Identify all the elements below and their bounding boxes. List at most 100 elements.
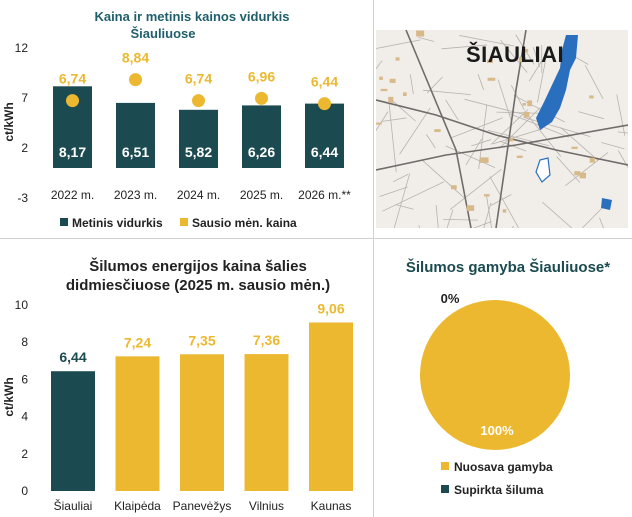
map-street <box>565 152 609 186</box>
map-street <box>532 46 540 68</box>
chart3-legend: Nuosava gamyba Supirkta šiluma <box>441 460 553 497</box>
map-building <box>589 157 595 163</box>
map-building <box>524 48 529 53</box>
map-building <box>376 122 382 125</box>
bar-value-label: 6,26 <box>248 144 275 160</box>
bar <box>305 103 344 168</box>
pie-label-supirkta: 0% <box>441 291 460 306</box>
chart1-y-axis-label: ct/kWh <box>2 102 16 141</box>
price-point <box>255 91 268 105</box>
map-street <box>490 109 529 145</box>
chart2-title-line2: didmiesčiuose (2025 m. sausio mėn.) <box>66 277 330 294</box>
map-street <box>393 173 409 183</box>
map-street <box>446 209 454 228</box>
x-tick-label: 2023 m. <box>114 188 157 202</box>
map-title: ŠIAULIAI <box>466 42 565 67</box>
map-street <box>449 168 502 210</box>
map-street <box>498 107 541 149</box>
map-building <box>589 95 594 99</box>
map-building <box>434 129 441 133</box>
bar <box>179 109 218 168</box>
map-building <box>450 185 457 190</box>
x-tick-label: Šiauliai <box>54 498 93 513</box>
map-street <box>487 129 550 147</box>
map-street <box>376 60 383 70</box>
map-street <box>418 37 435 42</box>
city-price-chart: Šilumos energijos kaina šalies didmiesči… <box>2 257 353 513</box>
map-street <box>492 128 543 145</box>
legend-swatch-metinis <box>60 218 68 226</box>
map-building <box>416 30 425 37</box>
map-building <box>403 92 407 96</box>
point-value-label: 8,84 <box>122 50 149 66</box>
y-tick-label: 8 <box>21 335 28 349</box>
map-street <box>578 111 604 120</box>
map-street <box>435 205 439 228</box>
x-tick-label: Vilnius <box>249 499 284 513</box>
map-street <box>617 131 628 134</box>
map-street <box>376 111 389 132</box>
x-tick-label: 2024 m. <box>177 188 220 202</box>
bar-value-label: 6,44 <box>59 349 86 365</box>
bar-value-label: 6,44 <box>311 144 338 160</box>
price-point <box>66 94 79 108</box>
map-street <box>409 74 414 95</box>
pie-label-nuosava: 100% <box>480 423 514 438</box>
map-building <box>483 194 490 197</box>
y-tick-label: 0 <box>21 484 28 498</box>
vertical-divider <box>373 0 374 517</box>
x-tick-label: Klaipėda <box>114 499 161 513</box>
bar <box>309 322 353 491</box>
map-street <box>426 76 443 94</box>
map-building <box>518 57 527 63</box>
map-street <box>490 194 512 206</box>
x-tick-label: Kaunas <box>311 499 352 513</box>
map-street <box>376 39 421 49</box>
point-value-label: 6,74 <box>59 71 86 87</box>
point-value-label: 6,96 <box>248 68 275 84</box>
bar <box>242 105 281 168</box>
legend-swatch-supirkta <box>441 485 449 493</box>
pond-shape <box>535 157 551 183</box>
city-map <box>376 30 628 228</box>
map-building <box>571 146 578 149</box>
pie-slice-nuosava <box>420 300 570 450</box>
map-building <box>574 171 581 176</box>
chart2-title-line1: Šilumos energijos kaina šalies <box>89 257 307 275</box>
bar <box>244 354 289 491</box>
map-street <box>500 40 528 73</box>
legend-label-supirkta: Supirkta šiluma <box>454 483 544 497</box>
map-street <box>393 173 411 228</box>
x-tick-label: 2026 m.** <box>298 188 351 202</box>
map-building <box>522 103 526 106</box>
map-street <box>451 117 503 139</box>
map-street <box>537 61 546 103</box>
map-street <box>422 159 465 198</box>
yearly-price-chart: Kaina ir metinis kainos vidurkis Šiauliu… <box>2 9 351 230</box>
map-building <box>388 96 394 103</box>
bar <box>180 354 224 491</box>
map-street <box>560 127 599 161</box>
x-tick-label: Panevėžys <box>173 499 232 513</box>
map-street <box>584 65 604 99</box>
map-building <box>379 76 383 80</box>
map-street <box>459 35 515 47</box>
y-tick-label: 6 <box>21 372 28 386</box>
horizontal-divider <box>0 238 632 239</box>
map-building <box>479 157 489 163</box>
map-street <box>382 181 445 212</box>
map-street <box>441 44 487 50</box>
bar-value-label: 5,82 <box>185 144 212 160</box>
map-street <box>379 186 408 197</box>
map-building <box>516 155 523 158</box>
small-pond-shape <box>601 198 612 210</box>
y-tick-label: -3 <box>17 191 28 205</box>
map-street <box>426 134 436 149</box>
point-value-label: 6,74 <box>185 71 212 87</box>
map-street <box>472 221 492 228</box>
map-street <box>483 202 492 228</box>
map-street <box>381 117 407 122</box>
production-pie-chart: Šilumos gamyba Šiauliuose* 100% 0% Nuosa… <box>406 258 610 497</box>
map-street <box>443 218 479 221</box>
chart1-title-line1: Kaina ir metinis kainos vidurkis <box>94 9 289 24</box>
